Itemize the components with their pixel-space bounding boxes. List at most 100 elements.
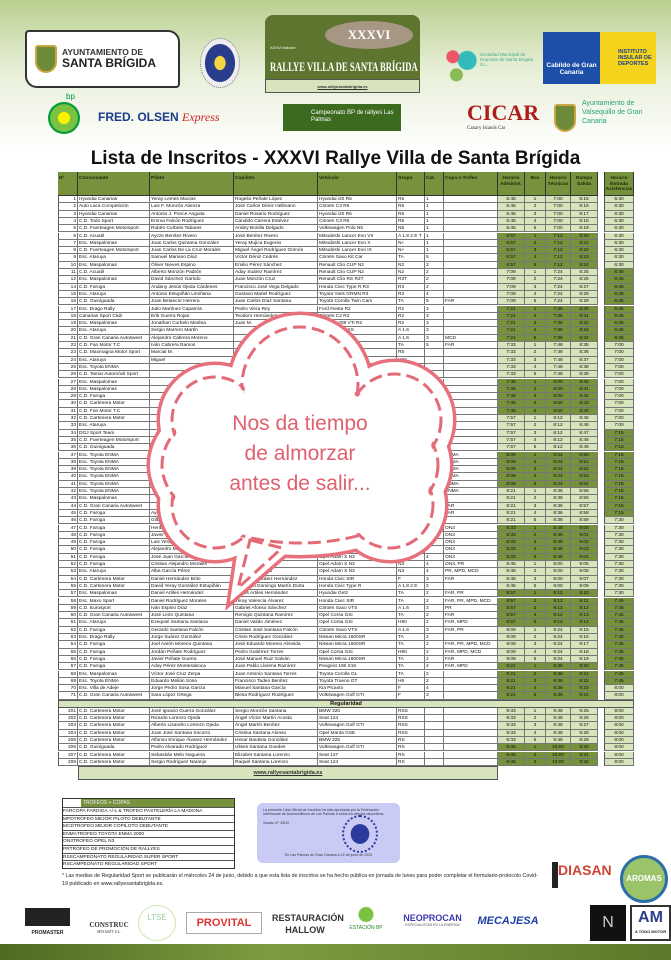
vehiculo: Seat 124 <box>318 715 397 723</box>
horario-administrativas: 9:33 <box>498 729 525 737</box>
table-row: 55 C.D. Cartenera Motor David Yeray Gonzál… <box>58 582 634 591</box>
box: 3 <box>525 502 546 510</box>
categoria: 4 <box>425 685 444 693</box>
horario-entrada-asistencias: 7:30 <box>604 590 634 598</box>
copa-trofeo: FAR <box>444 502 498 510</box>
concursante: Esc. Toyota ENMA <box>78 677 150 686</box>
entry-number: 71 <box>58 692 78 700</box>
rampa-salida: 9:25 <box>571 707 598 715</box>
horario-tecnicas: 9:48 <box>546 722 571 730</box>
horario-tecnicas: 7:12 <box>546 232 571 240</box>
vehiculo: Opel Manta GSE <box>318 729 397 737</box>
horario-administrativas: 7:21 <box>498 320 525 328</box>
rampa-salida: 8:25 <box>571 269 598 277</box>
concursante: Hyundai Canarias <box>78 210 150 218</box>
piloto: Jonathan Curbelo Medina <box>150 320 234 328</box>
grupo: TA <box>397 663 425 671</box>
entry-number: 32 <box>58 415 78 423</box>
concursante: C.D. Faroga <box>78 561 150 569</box>
rampa-salida: 9:04 <box>571 553 598 561</box>
box: 5 <box>525 444 546 452</box>
copa-trofeo <box>444 495 498 503</box>
horario-entrada-asistencias: 6:45 <box>604 298 634 306</box>
vehiculo: Opel Adam S N3 <box>318 561 397 569</box>
rampa-salida: 8:21 <box>571 239 598 248</box>
concursante: C.D. Cartenera Motor <box>78 400 150 408</box>
copa-trofeo <box>444 400 498 408</box>
copa-trofeo <box>444 349 498 357</box>
horario-administrativas: 9:09 <box>498 626 525 634</box>
horario-tecnicas: 8:00 <box>546 400 571 408</box>
website-link[interactable]: www.rallyesantabrigida.es <box>78 766 498 781</box>
horario-administrativas: 8:09 <box>498 451 525 459</box>
copa-trofeo <box>444 203 498 211</box>
horario-administrativas: 6:57 <box>498 254 525 262</box>
piloto: David Sánchez Garrido <box>150 276 234 284</box>
rampa-salida: 9:32 <box>571 758 598 767</box>
trophy-code: ON3 <box>63 839 73 845</box>
horario-tecnicas: 9:24 <box>546 634 571 642</box>
grupo: R2 <box>397 320 425 328</box>
piloto: Alfonso Enrique Álvarez Hernández <box>150 736 234 745</box>
entry-number: 19 <box>58 320 78 328</box>
copa-trofeo <box>444 429 498 437</box>
horario-entrada-asistencias: 7:45 <box>604 626 634 634</box>
horario-tecnicas: 10:00 <box>546 751 571 759</box>
horario-tecnicas: 7:12 <box>546 261 571 269</box>
entry-number: 45 <box>58 509 78 518</box>
vehiculo: Hyundai Getz <box>318 590 397 598</box>
rampa-salida: 8:38 <box>571 363 598 372</box>
copiloto: Juan Antonio Santana Torres <box>234 670 318 678</box>
concursante: C.D. Maxmagna Motor Sport <box>78 349 150 357</box>
column-header: Horario Entrada Asistencias <box>604 172 634 196</box>
copa-trofeo <box>444 290 498 299</box>
construc-logo: CONSTRUC SENARIT S.L. <box>85 903 133 941</box>
copa-trofeo <box>444 327 498 335</box>
horario-entrada-asistencias: 7:15 <box>604 488 634 496</box>
copa-trofeo <box>444 356 498 364</box>
horario-administrativas: 9:33 <box>498 715 525 723</box>
copa-trofeo: FAR, PR <box>444 626 498 634</box>
copa-trofeo <box>444 415 498 423</box>
rampa-salida: 8:20 <box>571 232 598 240</box>
copa-trofeo <box>444 729 498 737</box>
grupo: R5 <box>397 217 425 226</box>
box: 5 <box>525 371 546 379</box>
box: 5 <box>525 298 546 306</box>
bubble-text-line: antes de salir... <box>229 472 371 495</box>
box: 1 <box>525 269 546 277</box>
grupo: TA <box>397 634 425 642</box>
horario-administrativas: 8:45 <box>498 561 525 569</box>
grupo: N+ <box>397 239 425 248</box>
concursante: Esc. Maxo Sport <box>78 597 150 605</box>
concursante: Esc. Ataruya <box>78 619 150 627</box>
entry-number: 66 <box>58 655 78 664</box>
horario-tecnicas: 8:12 <box>546 444 571 452</box>
piloto: Joel Aarón Moreno Quintana <box>150 641 234 649</box>
table-row: 10 Esc. Maspalomas Óliver Nieves Espino Emi… <box>58 261 634 269</box>
horario-administrativas: 7:45 <box>498 378 525 386</box>
horario-administrativas: 9:45 <box>498 758 525 767</box>
copa-trofeo: FAR <box>444 342 498 350</box>
rampa-salida: 8:36 <box>571 349 598 357</box>
table-row: 207 C.D. Cartenera Motor Sebastián Melo No… <box>58 751 634 759</box>
rampa-salida: 8:57 <box>571 502 598 510</box>
grupo: R5 <box>397 196 425 204</box>
entry-number: 6 <box>58 232 78 240</box>
piloto: José León Quintana <box>150 612 234 620</box>
vehiculo: Honda Civic SIR <box>318 597 397 605</box>
grupo: TA <box>397 590 425 598</box>
entry-number: 43 <box>58 495 78 503</box>
grupo: RS <box>397 758 425 767</box>
horario-administrativas: 7:57 <box>498 444 525 452</box>
box: 1 <box>525 590 546 598</box>
copiloto: Juan Carlos Díaz Santana <box>234 298 318 306</box>
box: 5 <box>525 736 546 745</box>
entry-number: 207 <box>58 751 78 759</box>
trophy-label: TROFEO MEJOR PILOTO DEBUTANTE <box>73 816 161 822</box>
concursante: Esc. Maspalomas <box>78 276 150 284</box>
concursante: C.D. Guiniguada <box>78 744 150 752</box>
concursante: Hyundai Canarias <box>78 196 150 204</box>
am-logo: AM A TODO MOTOR <box>630 905 671 941</box>
horario-tecnicas: 8:00 <box>546 407 571 415</box>
